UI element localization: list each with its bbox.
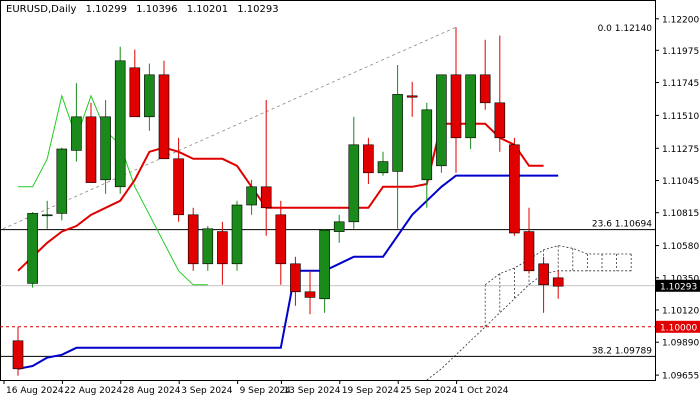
candle-body xyxy=(71,116,82,151)
y-tick-label: 1.10580 xyxy=(662,242,699,252)
candle-body xyxy=(144,74,155,118)
y-tick-label: 1.09655 xyxy=(662,372,699,382)
x-tick-label: 1 Oct 2024 xyxy=(459,386,509,396)
candle-body xyxy=(406,95,418,98)
candle-body xyxy=(27,213,38,284)
ohlc-close: 1.10293 xyxy=(237,4,279,15)
candle-body xyxy=(56,148,68,214)
candle-body xyxy=(479,74,491,104)
candle-body xyxy=(421,109,433,181)
candle-body xyxy=(377,161,389,174)
candle-body xyxy=(363,144,374,174)
chart-header: EURUSD,Daily 1.10299 1.10396 1.10201 1.1… xyxy=(6,4,285,15)
candle-body xyxy=(217,231,228,265)
ohlc-open: 1.10299 xyxy=(85,4,127,15)
y-tick-label: 1.11975 xyxy=(662,47,699,57)
key-level-label: 1.10000 xyxy=(660,323,697,333)
candle-body xyxy=(12,340,24,370)
candle-body xyxy=(129,67,141,118)
candle-body xyxy=(509,144,520,234)
candle-body xyxy=(260,186,272,209)
y-tick-label: 1.09890 xyxy=(662,339,699,349)
candle-body xyxy=(538,263,549,286)
grid-layer xyxy=(0,0,656,381)
kijun-line xyxy=(17,174,559,370)
candle-body xyxy=(523,231,535,272)
cloud-upper-edge xyxy=(484,245,632,286)
y-tick-label: 1.11745 xyxy=(662,79,699,89)
candle-body xyxy=(333,221,345,232)
y-tick-label: 1.10350 xyxy=(662,274,699,284)
x-tick-label: 9 Sep 2024 xyxy=(240,386,292,396)
y-tick-label: 1.12200 xyxy=(662,15,699,25)
ohlc-high: 1.10396 xyxy=(136,4,178,15)
ichimoku-cloud xyxy=(426,245,632,381)
candle-body xyxy=(494,102,506,139)
key-level-tag xyxy=(656,320,700,333)
y-tick-label: 1.11510 xyxy=(662,112,699,122)
fib-level-label: 23.6 1.10694 xyxy=(592,220,652,230)
candle-body xyxy=(275,214,287,265)
fib-level-label: 38.2 1.09789 xyxy=(592,346,652,356)
x-tick-label: 25 Sep 2024 xyxy=(400,386,457,396)
axes: 1.12200 1.11975 1.11745 1.11510 1.11275 1.110… xyxy=(3,15,699,396)
trendline xyxy=(2,26,457,230)
candle-body xyxy=(436,74,447,167)
candle-body xyxy=(158,74,170,160)
candle-body xyxy=(392,94,403,172)
candle-body xyxy=(304,291,316,298)
candle-body xyxy=(348,144,360,223)
candle-body xyxy=(202,228,214,265)
x-tick-label: 16 Aug 2024 xyxy=(6,386,64,396)
chikou-line xyxy=(18,94,208,286)
y-tick-label: 1.11275 xyxy=(662,145,699,155)
fib-level-label: 0.0 1.12140 xyxy=(598,24,653,34)
cloud-lower-edge xyxy=(426,270,632,381)
trendline-line xyxy=(2,26,457,230)
y-tick-label: 1.10815 xyxy=(662,209,699,219)
x-tick-label: 3 Sep 2024 xyxy=(181,386,233,396)
candle-body xyxy=(290,263,301,293)
candle-body xyxy=(450,74,462,139)
y-tick-label: 1.11045 xyxy=(662,177,699,187)
candle-body xyxy=(552,277,564,287)
y-tick-label: 1.10120 xyxy=(662,307,699,317)
plot-frame xyxy=(0,0,656,381)
current-price-label: 1.10293 xyxy=(660,282,697,292)
candle-body xyxy=(465,74,476,139)
x-tick-label: 13 Sep 2024 xyxy=(283,386,340,396)
candle-body xyxy=(246,186,257,206)
candle-body xyxy=(114,60,126,188)
candle-body xyxy=(319,229,330,300)
candle-body xyxy=(85,116,97,183)
candle-body xyxy=(231,204,243,265)
current-price-tag xyxy=(656,279,700,292)
symbol-timeframe: EURUSD,Daily xyxy=(6,4,77,15)
candle-body xyxy=(100,116,111,181)
candle-body xyxy=(41,214,53,217)
ohlc-low: 1.10201 xyxy=(186,4,229,15)
candles xyxy=(12,27,564,376)
indicator-lines xyxy=(17,94,559,370)
candle-body xyxy=(187,214,199,265)
x-tick-label: 28 Aug 2024 xyxy=(123,386,181,396)
x-tick-label: 22 Aug 2024 xyxy=(64,386,122,396)
level-labels: 0.0 1.12140 23.6 1.10694 38.2 1.09789 1.100… xyxy=(592,24,700,356)
candle-body xyxy=(173,158,184,216)
x-tick-label: 19 Sep 2024 xyxy=(342,386,399,396)
